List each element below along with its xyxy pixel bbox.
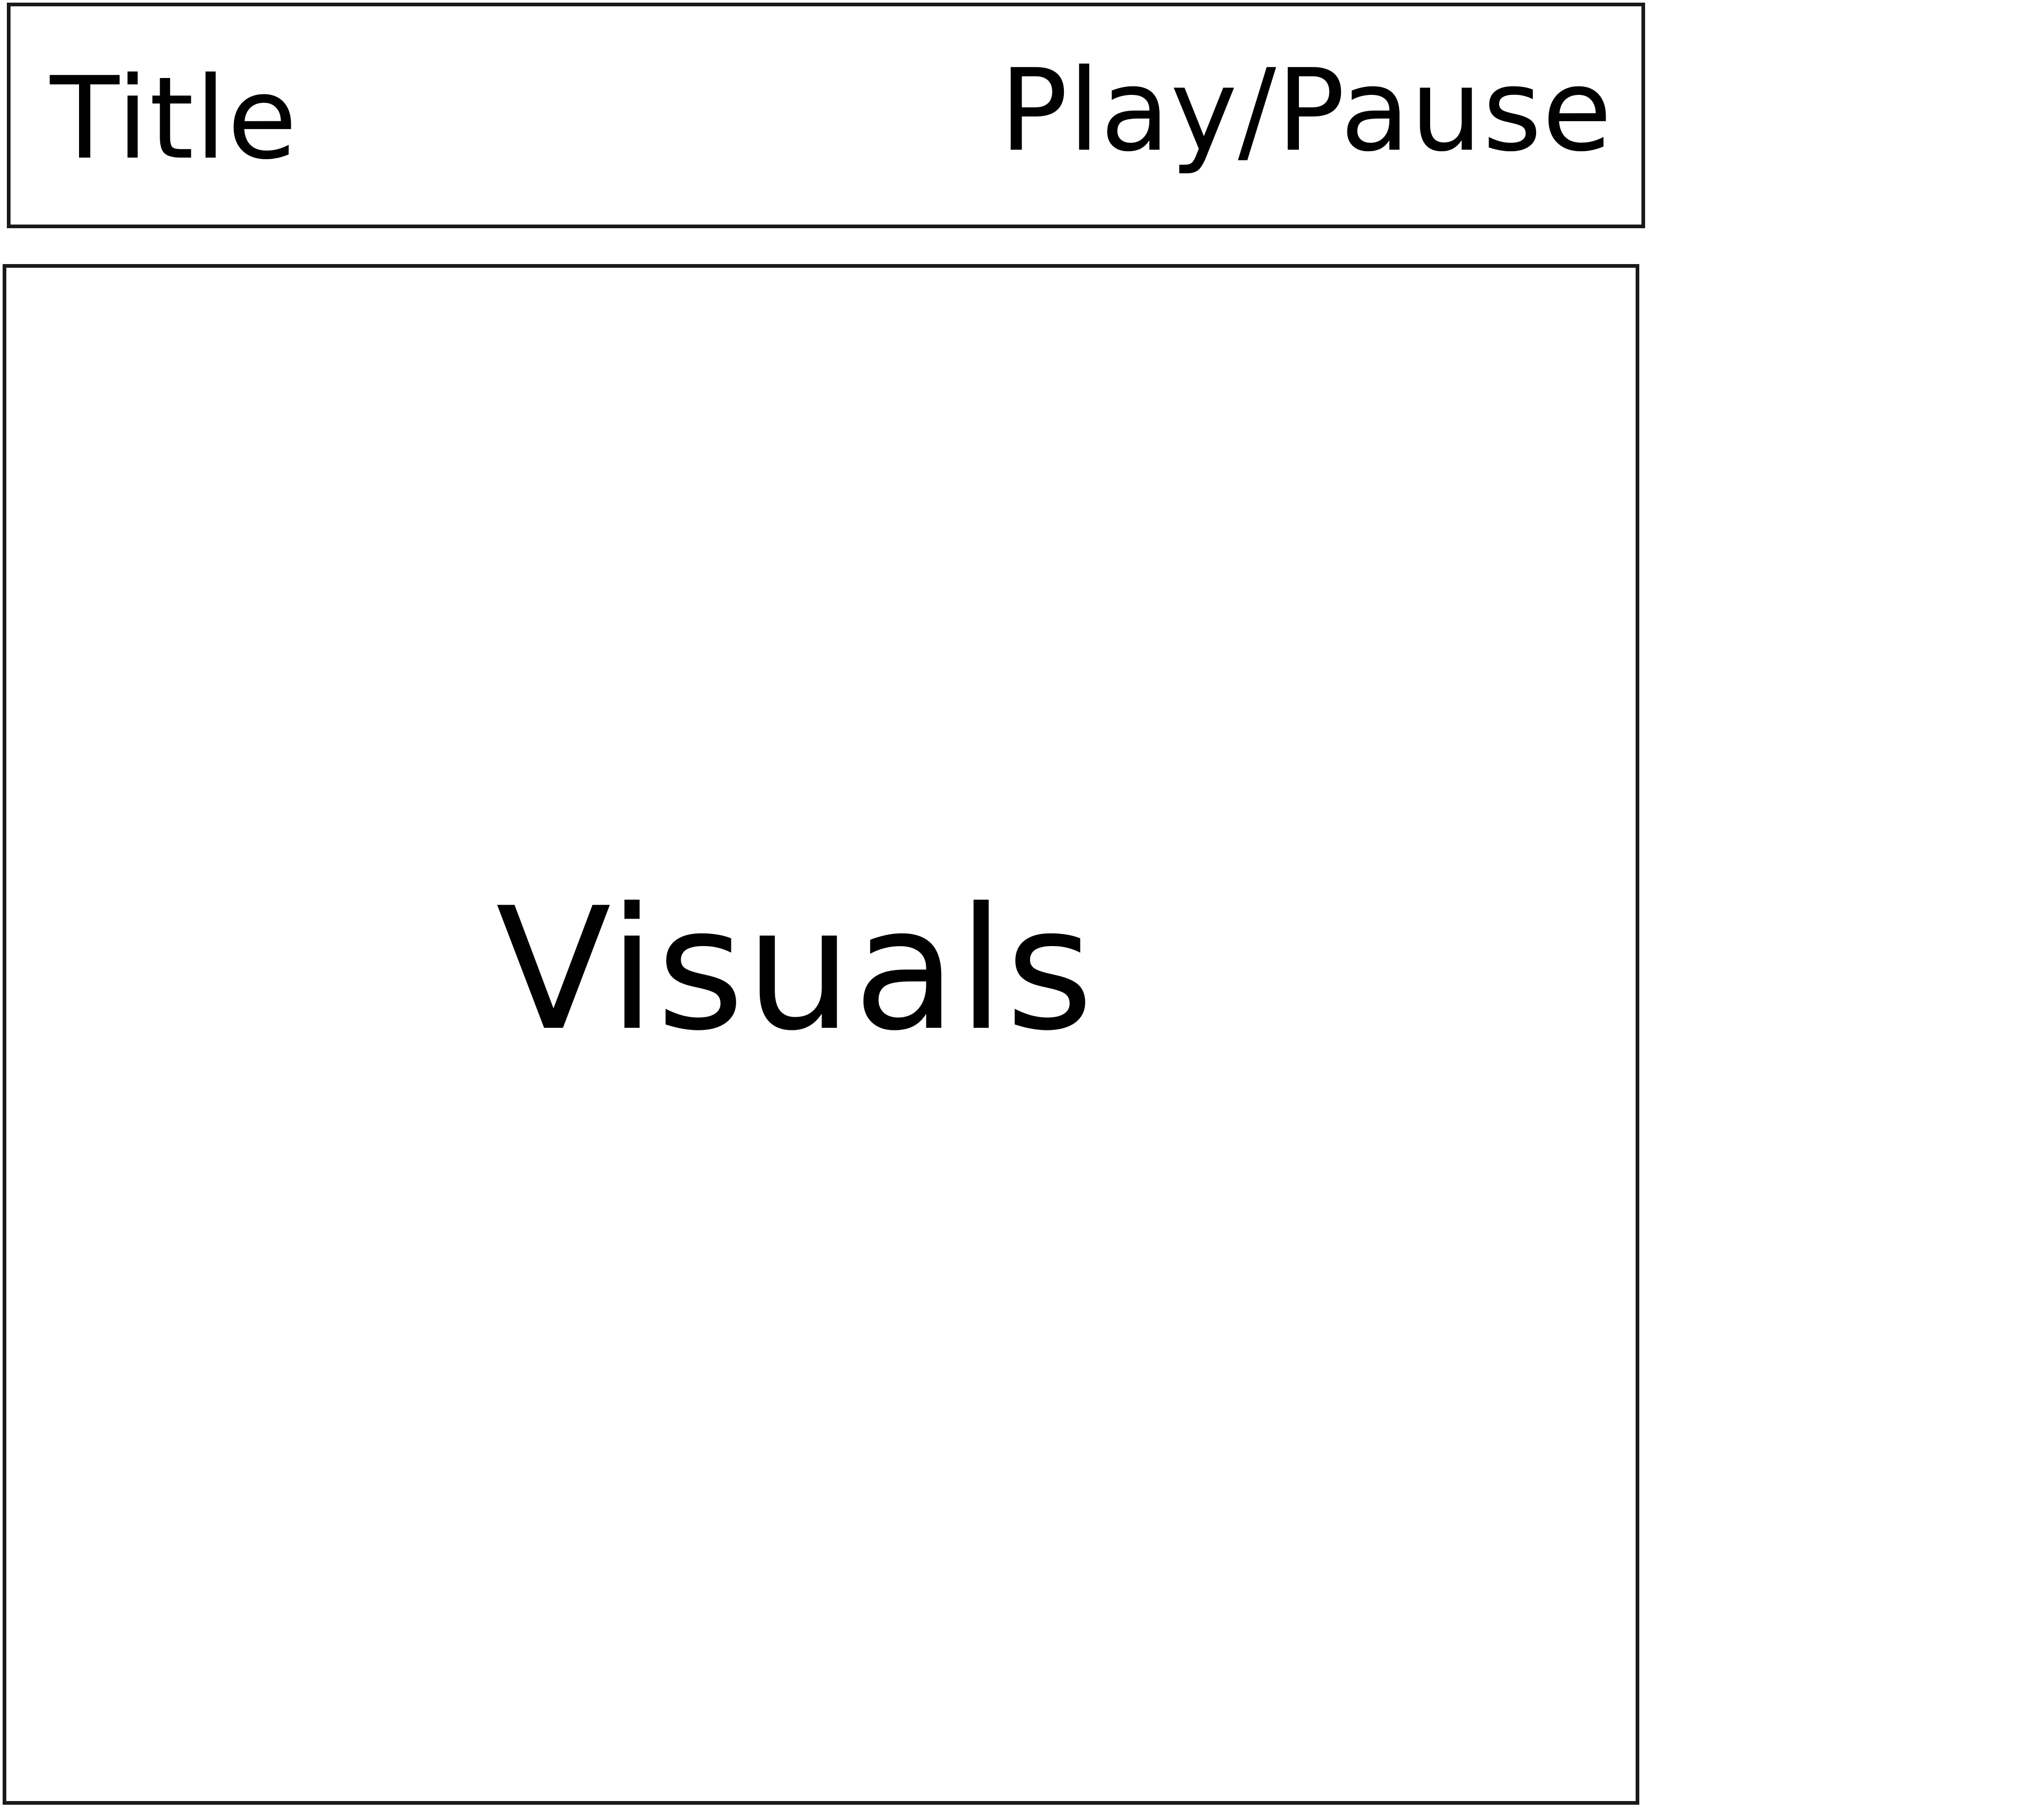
page-title: Title	[50, 52, 298, 184]
play-pause-button[interactable]: Play/Pause	[999, 44, 1612, 177]
visuals-label: Visuals	[496, 872, 1095, 1068]
visuals-panel	[3, 264, 1639, 1805]
header-bar: Title Play/Pause	[7, 3, 1645, 228]
